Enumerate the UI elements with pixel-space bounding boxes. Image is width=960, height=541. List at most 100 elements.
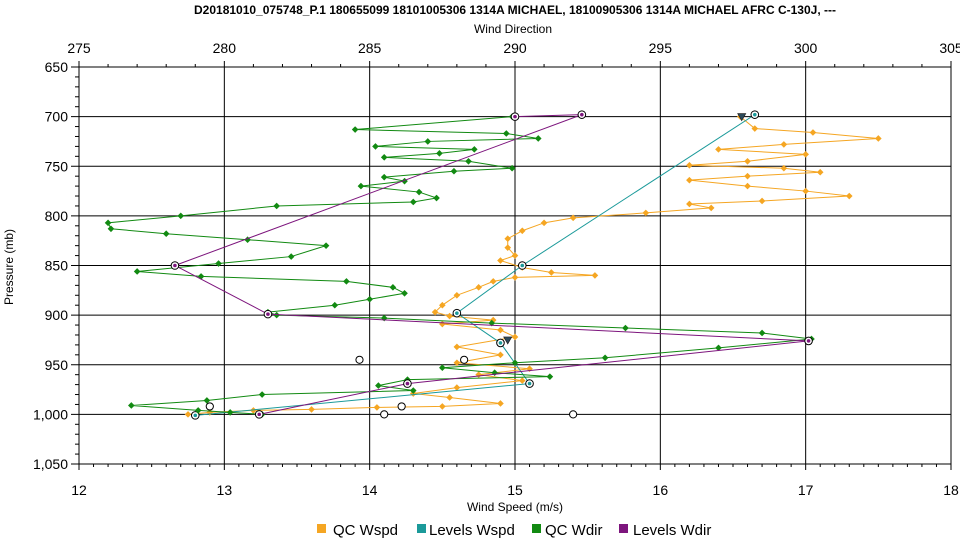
point-qc-wdir: [534, 135, 542, 142]
point-qc-wdir: [133, 268, 141, 275]
plot-frame: [78, 66, 952, 465]
hollow-circle-marker: [460, 355, 469, 364]
point-qc-wdir: [357, 182, 365, 190]
triangle-marker: [503, 336, 513, 345]
top-tick-label: 305: [939, 40, 960, 56]
hollow-circle-marker: [569, 410, 578, 419]
point-qc-wspd: [540, 219, 548, 227]
point-qc-wspd: [373, 404, 381, 411]
bottom-axis-ticks: 12 13 14 15 16 17 18: [71, 464, 959, 498]
point-qc-wdir: [366, 295, 373, 303]
point-qc-wspd: [475, 284, 482, 291]
point-qc-wdir: [758, 329, 766, 337]
point-levels-wspd: [750, 110, 760, 119]
point-qc-wdir: [177, 212, 185, 220]
marker-dot: [193, 413, 198, 418]
hollow-circle-marker: [355, 355, 364, 364]
y-axis-label: Pressure (mb): [2, 229, 16, 305]
hollow-circle-marker: [380, 410, 389, 419]
y-tick-label: 650: [45, 59, 69, 75]
point-qc-wspd: [744, 157, 751, 165]
point-qc-wspd: [511, 274, 519, 281]
point-qc-wdir: [273, 202, 280, 210]
legend-item-levels-wspd[interactable]: Levels Wspd: [417, 522, 515, 539]
point-qc-wdir: [424, 138, 432, 145]
point-qc-wspd: [453, 359, 461, 367]
marker-dot: [513, 114, 517, 119]
legend: QC Wspd Levels Wspd QC Wdir Levels Wdir: [317, 522, 711, 539]
marker-dot: [257, 412, 262, 417]
point-qc-wspd: [875, 135, 882, 142]
marker-dot: [498, 341, 503, 345]
bottom-tick-label: 16: [653, 482, 669, 498]
point-qc-wspd: [744, 182, 751, 190]
point-qc-wdir: [380, 173, 388, 181]
point-qc-wspd: [518, 377, 526, 384]
legend-label-levels-wspd: Levels Wspd: [429, 522, 515, 539]
legend-item-qc-wdir[interactable]: QC Wdir: [532, 522, 603, 539]
point-qc-wdir: [351, 126, 359, 133]
hollow-circle-marker: [205, 402, 214, 411]
point-levels-wspd: [525, 379, 534, 388]
point-qc-wdir: [215, 260, 222, 267]
point-qc-wspd: [802, 151, 809, 158]
point-qc-wdir: [128, 402, 135, 409]
point-qc-wdir: [104, 219, 112, 227]
y-tick-label: 850: [45, 258, 69, 274]
series-levels-wdir: [170, 110, 813, 419]
y-tick-label: 1,000: [33, 406, 68, 422]
point-qc-wdir: [380, 154, 388, 161]
y-axis-ticks: 650 700 750 800 850 900 950 1,000 1,050: [33, 59, 79, 472]
series-line-levels-wspd: [195, 114, 756, 416]
series-levels-wspd: [190, 110, 760, 420]
marker-dot: [527, 381, 532, 386]
y-tick-label: 700: [45, 109, 69, 125]
point-qc-wspd: [526, 365, 533, 373]
point-qc-wdir: [409, 198, 417, 206]
point-qc-wdir: [502, 130, 510, 137]
point-qc-wspd: [308, 406, 315, 413]
point-qc-wspd: [780, 141, 788, 148]
legend-item-qc-wspd[interactable]: QC Wspd: [317, 522, 398, 539]
point-qc-wdir: [436, 150, 443, 157]
legend-swatch-qc-wspd: [317, 524, 326, 533]
point-qc-wspd: [751, 125, 759, 132]
point-levels-wspd: [190, 411, 200, 420]
legend-label-qc-wdir: QC Wdir: [545, 522, 603, 539]
point-qc-wdir: [343, 278, 350, 285]
point-qc-wdir: [162, 230, 170, 238]
marker-dot: [173, 263, 177, 268]
marker-dot: [806, 339, 811, 343]
point-levels-wdir: [804, 336, 813, 346]
bottom-tick-label: 12: [71, 482, 87, 498]
point-qc-wdir: [375, 382, 382, 389]
legend-swatch-qc-wdir: [532, 524, 541, 533]
point-qc-wspd: [446, 394, 453, 401]
marker-dot: [580, 112, 584, 117]
point-qc-wdir: [470, 146, 478, 153]
point-qc-wspd: [758, 197, 766, 205]
point-qc-wspd: [453, 384, 461, 391]
point-qc-wspd: [686, 161, 693, 169]
hollow-circle-marker: [397, 402, 406, 411]
point-qc-wdir: [322, 242, 330, 249]
legend-item-levels-wdir[interactable]: Levels Wdir: [619, 522, 711, 539]
top-tick-label: 275: [67, 40, 91, 56]
chart-title: D20181010_075748_P.1 180655099 181010053…: [194, 3, 836, 17]
bottom-tick-label: 14: [362, 482, 378, 498]
point-qc-wspd: [453, 291, 461, 299]
point-qc-wdir: [380, 314, 388, 322]
point-qc-wspd: [475, 371, 482, 378]
point-qc-wspd: [184, 411, 192, 418]
point-qc-wdir: [622, 324, 629, 332]
point-qc-wdir: [415, 188, 423, 196]
point-qc-wdir: [401, 289, 408, 297]
point-qc-wspd: [453, 343, 461, 351]
top-tick-label: 280: [213, 40, 237, 56]
point-qc-wspd: [845, 192, 853, 200]
series: [104, 110, 882, 420]
top-axis-ticks: 275 280 285 290 295 300 305: [67, 40, 960, 67]
point-qc-wdir: [433, 194, 440, 202]
point-qc-wspd: [489, 278, 497, 285]
